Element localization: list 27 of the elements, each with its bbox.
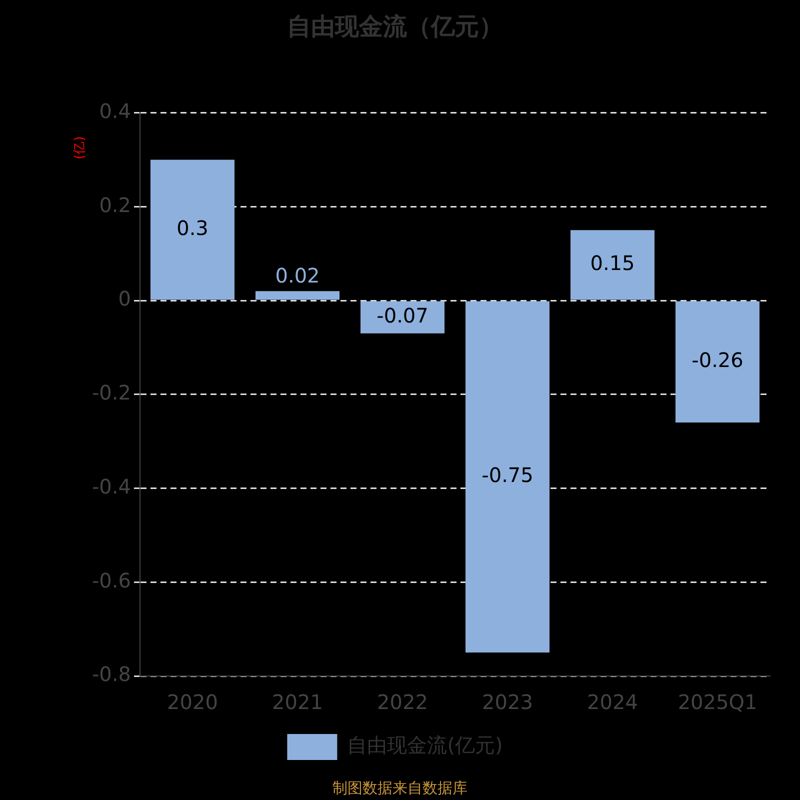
x-tick-label: 2021: [272, 690, 323, 714]
x-tick-label: 2024: [587, 690, 638, 714]
y-tick-label: 0.4: [99, 99, 131, 124]
bar: [570, 230, 654, 300]
data-label: 0.3: [176, 216, 208, 240]
y-tick-label: -0.2: [92, 380, 131, 405]
y-axis-title: (亿): [72, 136, 88, 160]
data-label: 0.02: [275, 263, 320, 288]
y-tick-label: -0.8: [92, 662, 131, 686]
y-tick-label: 0: [118, 286, 131, 311]
y-tick-label: -0.4: [92, 474, 131, 498]
y-tick-label: -0.6: [92, 568, 131, 592]
data-label: 0.15: [590, 251, 635, 276]
bar: [360, 301, 444, 334]
x-tick-label: 2023: [482, 690, 533, 714]
text: 制图数据来自数据库: [332, 778, 468, 797]
data-label: -0.26: [692, 348, 744, 372]
x-tick-label: 2025Q1: [678, 690, 758, 714]
data-label: -0.07: [376, 304, 428, 328]
bar: [466, 301, 550, 653]
data-label: -0.75: [482, 463, 534, 488]
bar: [676, 301, 760, 423]
bar: [256, 291, 340, 300]
y-tick-label: 0.2: [99, 192, 131, 217]
x-tick-label: 2022: [377, 690, 428, 714]
bar: [150, 160, 234, 300]
x-tick-label: 2020: [167, 690, 218, 714]
